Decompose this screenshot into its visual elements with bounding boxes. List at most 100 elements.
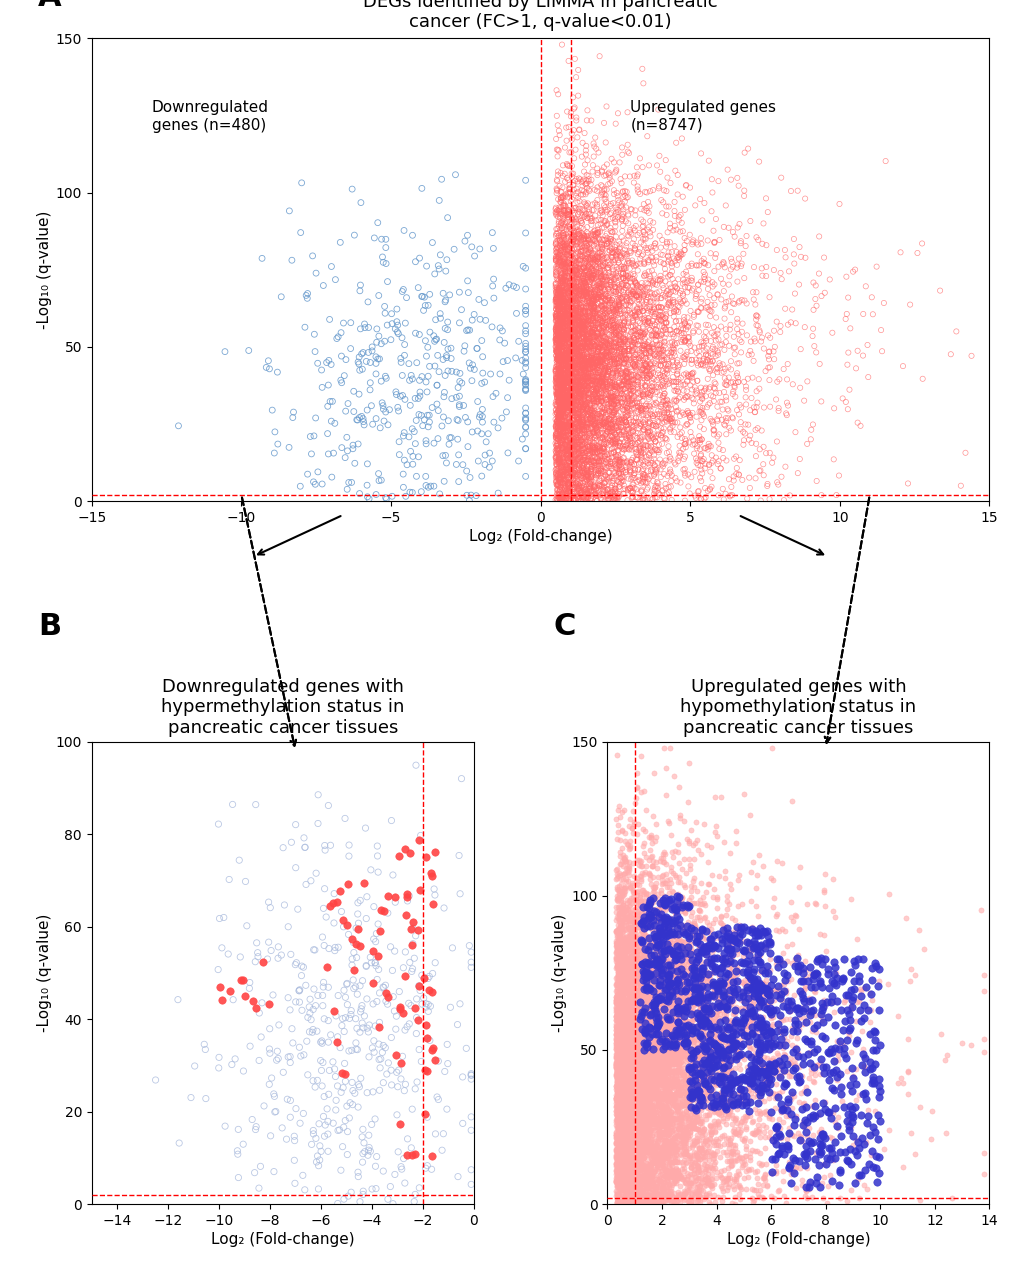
Point — [586, 451, 602, 471]
Point — [404, 482, 420, 502]
Point — [626, 961, 642, 981]
Point — [422, 862, 438, 883]
Point — [623, 1020, 639, 1040]
Point — [567, 260, 583, 281]
Point — [641, 916, 657, 936]
Point — [691, 1050, 707, 1071]
Point — [549, 288, 566, 309]
Point — [653, 1116, 669, 1136]
Point — [558, 154, 575, 174]
Point — [714, 1090, 731, 1111]
Point — [702, 1095, 718, 1116]
Point — [597, 380, 613, 401]
Point — [624, 291, 640, 311]
Point — [554, 485, 571, 506]
Point — [630, 1173, 646, 1194]
Point — [612, 406, 629, 427]
Point — [671, 1077, 687, 1098]
Point — [702, 953, 718, 974]
Point — [569, 366, 585, 387]
Point — [548, 411, 565, 432]
Point — [642, 1161, 658, 1181]
Point — [371, 470, 387, 491]
Point — [610, 1104, 627, 1125]
Point — [619, 1127, 635, 1148]
Point — [556, 316, 573, 337]
Point — [619, 1084, 635, 1104]
Point — [635, 980, 651, 1000]
Point — [614, 1097, 631, 1117]
Point — [642, 1011, 658, 1031]
Point — [621, 852, 637, 872]
Point — [406, 1191, 422, 1212]
Point — [602, 351, 619, 371]
Point — [655, 940, 672, 961]
Point — [623, 936, 639, 957]
Point — [751, 1018, 767, 1039]
Point — [662, 1170, 679, 1190]
Point — [697, 487, 713, 507]
Point — [655, 1111, 672, 1131]
Point — [659, 1104, 676, 1125]
Point — [642, 383, 658, 404]
Point — [630, 940, 646, 961]
Point — [616, 880, 633, 901]
Point — [607, 487, 624, 507]
Point — [654, 284, 671, 305]
Point — [608, 1157, 625, 1177]
Point — [623, 1166, 639, 1186]
Point — [671, 1022, 687, 1043]
Point — [562, 379, 579, 400]
Point — [618, 1090, 634, 1111]
Point — [635, 339, 651, 360]
Point — [585, 421, 601, 442]
Point — [554, 404, 571, 424]
Point — [841, 1075, 857, 1095]
Point — [722, 954, 739, 975]
Point — [596, 348, 612, 369]
Point — [554, 307, 571, 328]
Point — [715, 1134, 732, 1154]
Point — [560, 345, 577, 365]
Point — [677, 313, 693, 333]
Point — [565, 87, 581, 108]
Point — [603, 242, 620, 263]
Point — [577, 382, 593, 402]
Point — [337, 1111, 354, 1131]
Point — [566, 391, 582, 411]
Point — [611, 1013, 628, 1034]
Point — [697, 328, 713, 348]
Point — [580, 364, 596, 384]
Point — [647, 1152, 663, 1172]
Point — [792, 339, 808, 360]
Point — [557, 324, 574, 345]
Point — [460, 411, 476, 432]
Point — [616, 278, 633, 298]
Point — [629, 298, 645, 319]
Point — [680, 954, 696, 975]
Point — [612, 275, 629, 296]
Point — [655, 980, 672, 1000]
Point — [577, 304, 593, 324]
Point — [720, 1027, 737, 1048]
Point — [653, 945, 669, 966]
Point — [645, 1070, 661, 1090]
Point — [638, 953, 654, 974]
Point — [354, 1127, 370, 1148]
Point — [559, 445, 576, 465]
Point — [734, 983, 750, 1003]
Point — [975, 965, 991, 985]
Point — [571, 329, 587, 350]
Point — [699, 1135, 715, 1155]
Point — [695, 1066, 711, 1086]
Point — [594, 318, 610, 338]
Point — [614, 1030, 631, 1050]
Point — [588, 363, 604, 383]
Point — [547, 464, 564, 484]
Point — [734, 1002, 750, 1022]
Point — [632, 1043, 648, 1063]
Point — [217, 1116, 233, 1136]
Point — [740, 1034, 756, 1054]
Point — [596, 371, 612, 392]
Point — [718, 925, 735, 945]
